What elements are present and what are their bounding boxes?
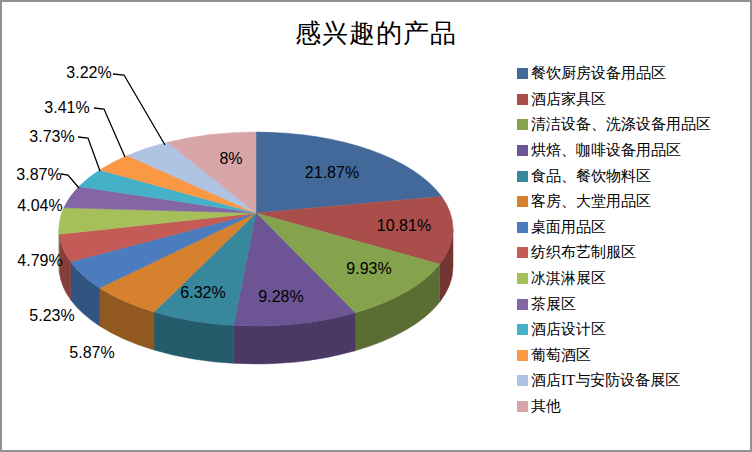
legend-swatch [517, 350, 528, 361]
legend-item-label: 桌面用品区 [531, 218, 606, 237]
legend-item: 冰淇淋展区 [517, 266, 711, 292]
slice-percent-label: 21.87% [305, 164, 359, 181]
legend-item: 酒店设计区 [517, 317, 711, 343]
legend-item-label: 酒店IT与安防设备展区 [531, 371, 680, 390]
legend-item-label: 酒店设计区 [531, 320, 606, 339]
legend-swatch [517, 145, 528, 156]
legend-item: 食品、餐饮物料区 [517, 163, 711, 189]
legend-item: 客房、大堂用品区 [517, 189, 711, 215]
slice-percent-label: 3.22% [66, 64, 111, 81]
legend-item: 餐饮厨房设备用品区 [517, 61, 711, 87]
slice-percent-label: 9.93% [346, 260, 391, 277]
legend-item-label: 酒店家具区 [531, 90, 606, 109]
legend-swatch [517, 119, 528, 130]
slice-percent-label: 10.81% [377, 217, 431, 234]
label-leader-line [94, 108, 125, 157]
legend-swatch [517, 171, 528, 182]
legend-item: 茶展区 [517, 291, 711, 317]
legend-item-label: 客房、大堂用品区 [531, 192, 651, 211]
slice-percent-label: 5.23% [29, 307, 74, 324]
legend-swatch [517, 222, 528, 233]
slice-percent-label: 3.87% [16, 166, 61, 183]
label-leader-line [78, 137, 100, 171]
legend-swatch [517, 247, 528, 258]
legend-item-label: 烘焙、咖啡设备用品区 [531, 141, 681, 160]
legend-swatch [517, 68, 528, 79]
chart-frame: 感兴趣的产品 21.87%10.81%9.93%9.28%6.32%5.87%5… [0, 0, 752, 452]
legend-item: 其他 [517, 394, 711, 420]
legend-swatch [517, 324, 528, 335]
label-leader-line [113, 74, 165, 145]
slice-percent-label: 8% [219, 150, 242, 167]
legend-item: 纺织布艺制服区 [517, 240, 711, 266]
label-leader-line [61, 174, 79, 188]
legend-item: 葡萄酒区 [517, 343, 711, 369]
legend: 餐饮厨房设备用品区酒店家具区清洁设备、洗涤设备用品区烘焙、咖啡设备用品区食品、餐… [517, 61, 711, 419]
legend-item: 酒店IT与安防设备展区 [517, 368, 711, 394]
legend-item: 酒店家具区 [517, 87, 711, 113]
legend-item: 桌面用品区 [517, 215, 711, 241]
legend-item-label: 冰淇淋展区 [531, 269, 606, 288]
legend-item-label: 纺织布艺制服区 [531, 243, 636, 262]
legend-item-label: 葡萄酒区 [531, 346, 591, 365]
slice-percent-label: 6.32% [180, 284, 225, 301]
legend-item: 清洁设备、洗涤设备用品区 [517, 112, 711, 138]
legend-item: 烘焙、咖啡设备用品区 [517, 138, 711, 164]
legend-item-label: 茶展区 [531, 295, 576, 314]
slice-percent-label: 9.28% [258, 288, 303, 305]
legend-swatch [517, 273, 528, 284]
pie-3d-chart: 21.87% 10.81% 9.93% 9.28% 6.32% 5.87% 5.23% 4.7… [2, 2, 517, 452]
slice-percent-label: 4.79% [17, 252, 62, 269]
legend-item-label: 食品、餐饮物料区 [531, 167, 651, 186]
legend-swatch [517, 375, 528, 386]
slice-percent-label: 3.73% [29, 128, 74, 145]
legend-swatch [517, 94, 528, 105]
slice-percent-label: 4.04% [17, 197, 62, 214]
legend-item-label: 其他 [531, 397, 561, 416]
legend-swatch [517, 299, 528, 310]
slice-percent-label: 3.41% [44, 99, 89, 116]
legend-item-label: 清洁设备、洗涤设备用品区 [531, 115, 711, 134]
legend-item-label: 餐饮厨房设备用品区 [531, 64, 666, 83]
legend-swatch [517, 196, 528, 207]
slice-percent-label: 5.87% [69, 344, 114, 361]
legend-swatch [517, 401, 528, 412]
